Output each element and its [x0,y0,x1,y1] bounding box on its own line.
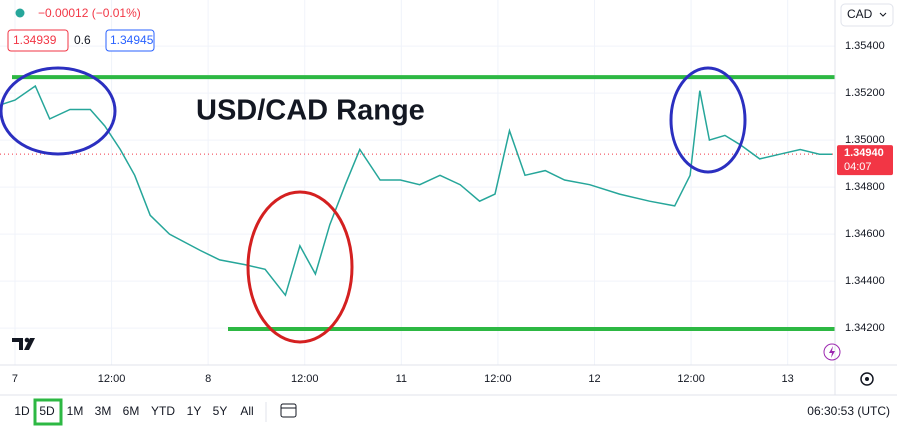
chevron [879,12,887,17]
range-button[interactable]: 1Y [187,404,202,418]
lightning-icon[interactable] [823,343,841,361]
x-tick-label: 13 [782,373,794,385]
range-button[interactable]: 1M [67,404,84,418]
x-tick-label: 11 [396,373,407,385]
y-tick-label: 1.35000 [845,134,885,146]
last-price-box [837,145,893,176]
settings-icon [865,377,869,381]
last-price-label: 1.34940 [844,147,884,159]
calendar-icon[interactable] [280,403,297,418]
range-button[interactable]: 1D [14,404,30,418]
range-button[interactable]: 5Y [213,404,228,418]
price-line [0,84,833,297]
x-tick-label: 8 [205,373,211,385]
countdown: 04:07 [844,161,872,173]
y-tick-label: 1.34200 [845,322,885,334]
x-tick-label: 12 [588,373,600,385]
toolbar: 1D 5D 1M 3M 6M YTD 1Y 5Y All [14,404,253,418]
y-tick-label: 1.35200 [845,87,885,99]
annotation-title: USD/CAD Range [196,95,425,127]
settings-icon[interactable] [860,372,874,386]
logo [24,337,30,343]
bid[interactable]: 1.34939 [13,33,57,47]
status-dot [15,8,25,18]
range-button[interactable]: 6M [123,404,140,418]
range-button[interactable]: YTD [151,404,175,418]
ellipse-annotation [0,66,117,156]
x-tick-label: 12:00 [291,373,319,385]
ellipse-annotation [246,190,354,344]
grid [0,0,835,365]
x-tick-label: 12:00 [98,373,126,385]
clock: 06:30:53 (UTC) [807,404,890,418]
ellipse-annotation [669,66,747,174]
change: −0.00012 (−0.01%) [38,6,141,20]
x-tick-label: 12:00 [484,373,512,385]
range-button[interactable]: 3M [95,404,112,418]
ask[interactable]: 1.34945 [110,33,154,47]
y-tick-label: 1.34600 [845,228,885,240]
range-button[interactable]: All [240,404,253,418]
currency-dropdown[interactable] [840,3,894,27]
ask-box[interactable] [105,29,155,52]
y-tick-label: 1.34800 [845,181,885,193]
x-tick-label: 12:00 [677,373,705,385]
currency[interactable]: CAD [847,7,873,21]
range-button[interactable]: 5D [39,404,55,418]
bid-box[interactable] [7,29,69,52]
lightning-icon [829,346,835,358]
y-tick-label: 1.34400 [845,275,885,287]
logo [12,338,35,350]
highlight-box [33,398,63,426]
x-tick-label: 7 [12,373,18,385]
y-tick-label: 1.35400 [845,40,885,52]
spread: 0.6 [74,33,91,47]
